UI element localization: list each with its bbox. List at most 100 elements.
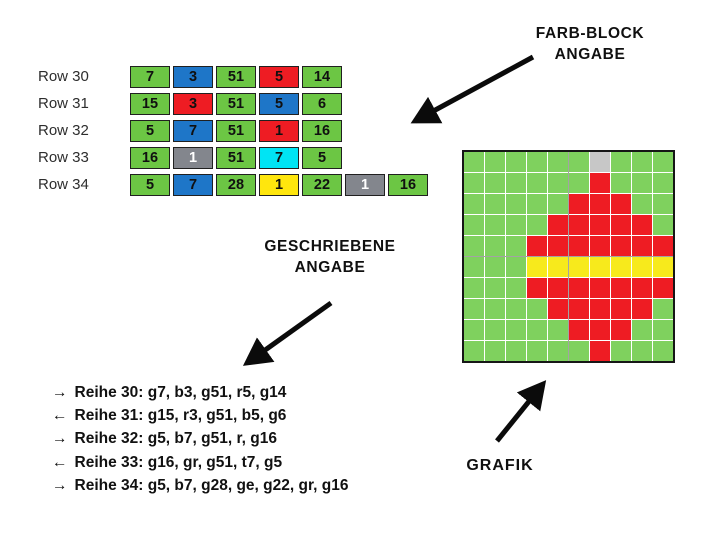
written-row-text: Reihe 34: g5, b7, g28, ge, g22, gr, g16 [74,477,349,495]
color-block: 1 [173,146,213,169]
color-block-row: Row 31 15 3 51 5 6 [38,90,428,117]
color-block: 51 [216,65,256,88]
grid-cell [485,341,505,361]
written-row: → Reihe 30: g7, b3, g51, r5, g14 [52,381,348,404]
color-block: 16 [388,173,428,196]
grid-cell [590,173,610,193]
grid-cell [506,194,526,214]
color-block: 51 [216,92,256,115]
grid-cell [527,215,547,235]
written-row: ← Reihe 31: g15, r3, g51, b5, g6 [52,404,348,427]
color-block-rows: Row 30 7 3 51 5 14 Row 31 15 3 51 5 6 Row 32 5 7 51 1 16 R… [38,63,428,198]
grid-cell [569,257,589,277]
grid-cell [569,320,589,340]
grid-cell [611,152,631,172]
grid-cell [485,173,505,193]
block-list: 15 3 51 5 6 [130,92,342,115]
grid-cell [527,299,547,319]
grid-cell [590,278,610,298]
grid-cell [632,236,652,256]
block-list: 5 7 51 1 16 [130,119,342,142]
grid-cell [653,236,673,256]
grid-cell [548,236,568,256]
grid-cell [632,341,652,361]
grid-cell [653,215,673,235]
grid-cell [611,194,631,214]
direction-arrow: ← [52,453,68,471]
grid-cell [611,299,631,319]
direction-arrow: → [52,383,68,401]
grid-cell [485,299,505,319]
grid-cell [464,299,484,319]
grid-cell [569,341,589,361]
written-row-text: Reihe 31: g15, r3, g51, b5, g6 [74,407,287,425]
grid-cell [527,341,547,361]
grid-cell [632,299,652,319]
color-block: 7 [173,173,213,196]
grid-cell [464,236,484,256]
grid-cell [485,278,505,298]
color-block: 15 [130,92,170,115]
color-block: 7 [130,65,170,88]
grid-cell [632,173,652,193]
grid-cell [485,152,505,172]
row-label: Row 31 [38,95,89,112]
grid-cell [611,341,631,361]
block-list: 5 7 28 1 22 1 16 [130,173,428,196]
grid-cell [548,320,568,340]
grid-cell [653,299,673,319]
farb-block-label-line1: FARB-BLOCK [535,25,645,42]
grid-cell [506,278,526,298]
grid-cell [485,257,505,277]
grid-cell [590,215,610,235]
color-block: 3 [173,65,213,88]
color-block: 6 [302,92,342,115]
written-row: → Reihe 32: g5, b7, g51, r, g16 [52,428,348,451]
grid-cell [506,152,526,172]
written-row: → Reihe 34: g5, b7, g28, ge, g22, gr, g16 [52,475,348,498]
color-block: 51 [216,146,256,169]
grid-cell [632,278,652,298]
written-row-text: Reihe 30: g7, b3, g51, r5, g14 [74,383,287,401]
row-label: Row 32 [38,122,89,139]
grid-cell [506,341,526,361]
grid-major-line-horizontal [464,256,673,257]
color-block-row: Row 32 5 7 51 1 16 [38,117,428,144]
grid-cell [590,236,610,256]
grid-cell [548,194,568,214]
color-block: 51 [216,119,256,142]
color-block: 7 [259,146,299,169]
grid-cell [464,257,484,277]
grid-cell [569,152,589,172]
written-row: ← Reihe 33: g16, gr, g51, t7, g5 [52,451,348,474]
color-block: 1 [259,173,299,196]
grid-cell [632,194,652,214]
direction-arrow: → [52,477,68,495]
grid-cell [611,173,631,193]
color-block: 1 [345,173,385,196]
grid-cell [590,152,610,172]
color-block: 22 [302,173,342,196]
grid-cell [506,299,526,319]
row-label: Row 30 [38,68,89,85]
grid-cell [569,299,589,319]
farb-block-label: FARB-BLOCK ANGABE [505,23,675,65]
grid-cell [653,257,673,277]
grid-cell [485,320,505,340]
grid-cell [590,341,610,361]
grafik-label: GRAFIK [466,457,534,474]
block-list: 16 1 51 7 5 [130,146,342,169]
written-row-text: Reihe 33: g16, gr, g51, t7, g5 [74,453,283,471]
color-block: 5 [259,65,299,88]
grid-cell [569,278,589,298]
grid-cell [569,194,589,214]
grid-cell [527,257,547,277]
color-block: 1 [259,119,299,142]
grid-cell [527,152,547,172]
direction-arrow: ← [52,407,68,425]
row-label: Row 34 [38,176,89,193]
written-rows: → Reihe 30: g7, b3, g51, r5, g14 ← Reihe 31… [52,381,348,498]
grid-cell [548,341,568,361]
grid-cell [527,278,547,298]
grid-cell [569,173,589,193]
